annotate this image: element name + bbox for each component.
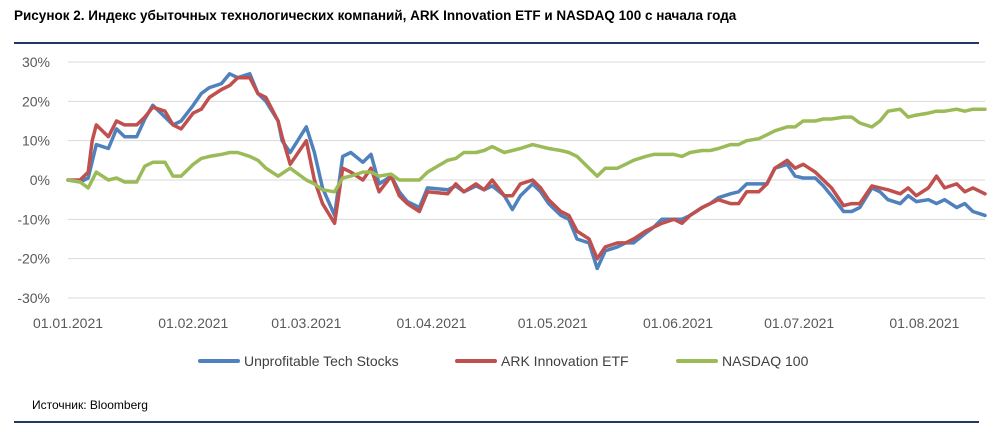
y-tick-label: -10% xyxy=(17,211,50,227)
series-lines xyxy=(66,72,987,271)
y-tick-label: -30% xyxy=(17,290,50,306)
x-tick-label: 01.06.2021 xyxy=(643,315,713,331)
series-line-ark-innovation-etf xyxy=(66,75,987,261)
y-tick-label: 0% xyxy=(30,172,50,188)
x-tick-label: 01.01.2021 xyxy=(33,315,103,331)
legend-label: ARK Innovation ETF xyxy=(501,353,629,369)
gridlines xyxy=(68,61,985,299)
x-tick-label: 01.02.2021 xyxy=(158,315,228,331)
series-line-nasdaq-100 xyxy=(66,107,987,194)
y-tick-label: 30% xyxy=(22,54,50,70)
x-axis-ticks: 01.01.2021 01.02.2021 01.03.2021 01.04.2021… xyxy=(33,315,960,331)
series-line-unprofitable-tech-stocks xyxy=(66,72,987,271)
source-note: Источник: Bloomberg xyxy=(32,398,148,412)
x-tick-label: 01.07.2021 xyxy=(764,315,834,331)
x-tick-label: 01.08.2021 xyxy=(889,315,959,331)
x-tick-label: 01.03.2021 xyxy=(271,315,341,331)
y-tick-label: -20% xyxy=(17,251,50,267)
y-tick-label: 20% xyxy=(22,93,50,109)
y-tick-label: 10% xyxy=(22,133,50,149)
line-chart: 30% 20% 10% 0% -10% -20% -30% 01.01.2021 01.02.… xyxy=(17,54,987,369)
legend: Unprofitable Tech Stocks ARK Innovation E… xyxy=(198,353,809,369)
y-axis-ticks: 30% 20% 10% 0% -10% -20% -30% xyxy=(17,54,50,306)
x-tick-label: 01.05.2021 xyxy=(518,315,588,331)
top-divider xyxy=(14,42,979,44)
bottom-divider xyxy=(14,421,979,423)
chart-title: Рисунок 2. Индекс убыточных технологичес… xyxy=(14,8,737,23)
legend-label: NASDAQ 100 xyxy=(722,353,809,369)
legend-label: Unprofitable Tech Stocks xyxy=(244,353,399,369)
x-tick-label: 01.04.2021 xyxy=(397,315,467,331)
